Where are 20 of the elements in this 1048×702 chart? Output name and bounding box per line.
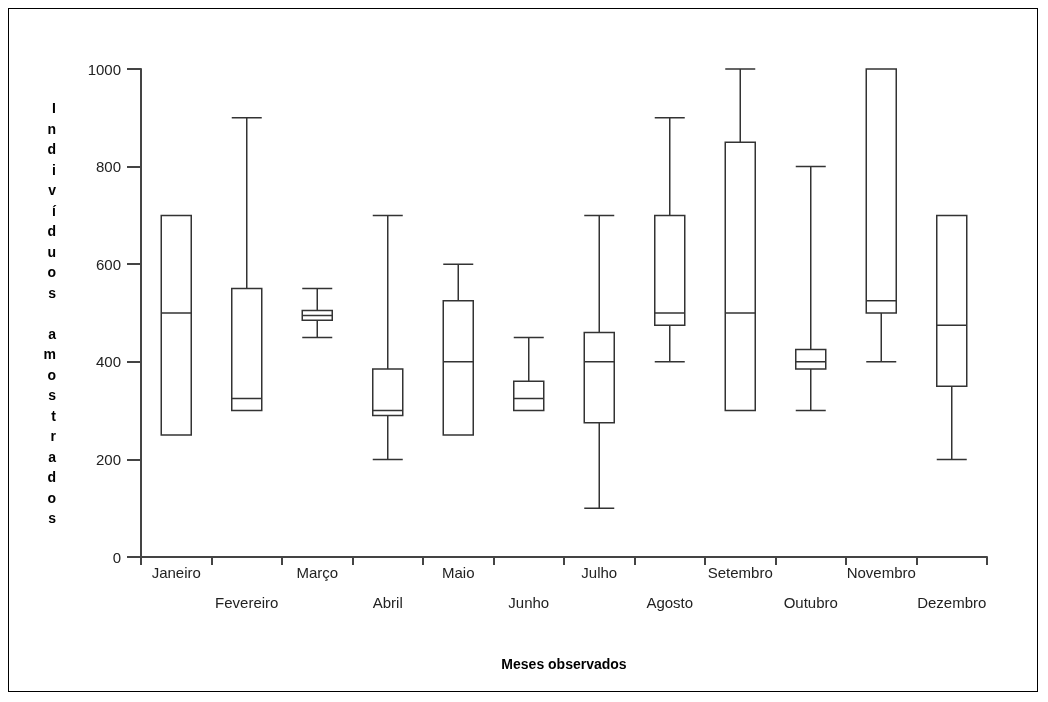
x-tick-label: Outubro	[783, 594, 838, 611]
x-tick-label: Julho	[581, 564, 618, 581]
y-tick-label: 600	[95, 255, 121, 273]
x-tick-label: Junho	[508, 594, 550, 611]
y-tick-label: 1000	[87, 60, 121, 78]
y-tick-label: 800	[95, 158, 121, 176]
x-tick-label: Novembro	[846, 564, 916, 581]
text: Indivíduos amostrados	[43, 100, 56, 526]
x-tick-label: Janeiro	[151, 564, 201, 581]
x-tick-label: Agosto	[646, 594, 694, 611]
x-tick-label: Setembro	[707, 564, 773, 581]
y-tick-label: 400	[95, 353, 121, 371]
x-tick-label: Maio	[441, 564, 475, 581]
x-tick-label: Março	[296, 564, 339, 581]
y-tick-label: 200	[95, 450, 121, 468]
x-tick-label: Fevereiro	[215, 594, 279, 611]
x-axis-title: Meses observados	[501, 656, 627, 672]
x-tick-label: Dezembro	[917, 594, 987, 611]
x-tick-label: Abril	[372, 594, 403, 611]
y-tick-label: 0	[112, 548, 121, 566]
